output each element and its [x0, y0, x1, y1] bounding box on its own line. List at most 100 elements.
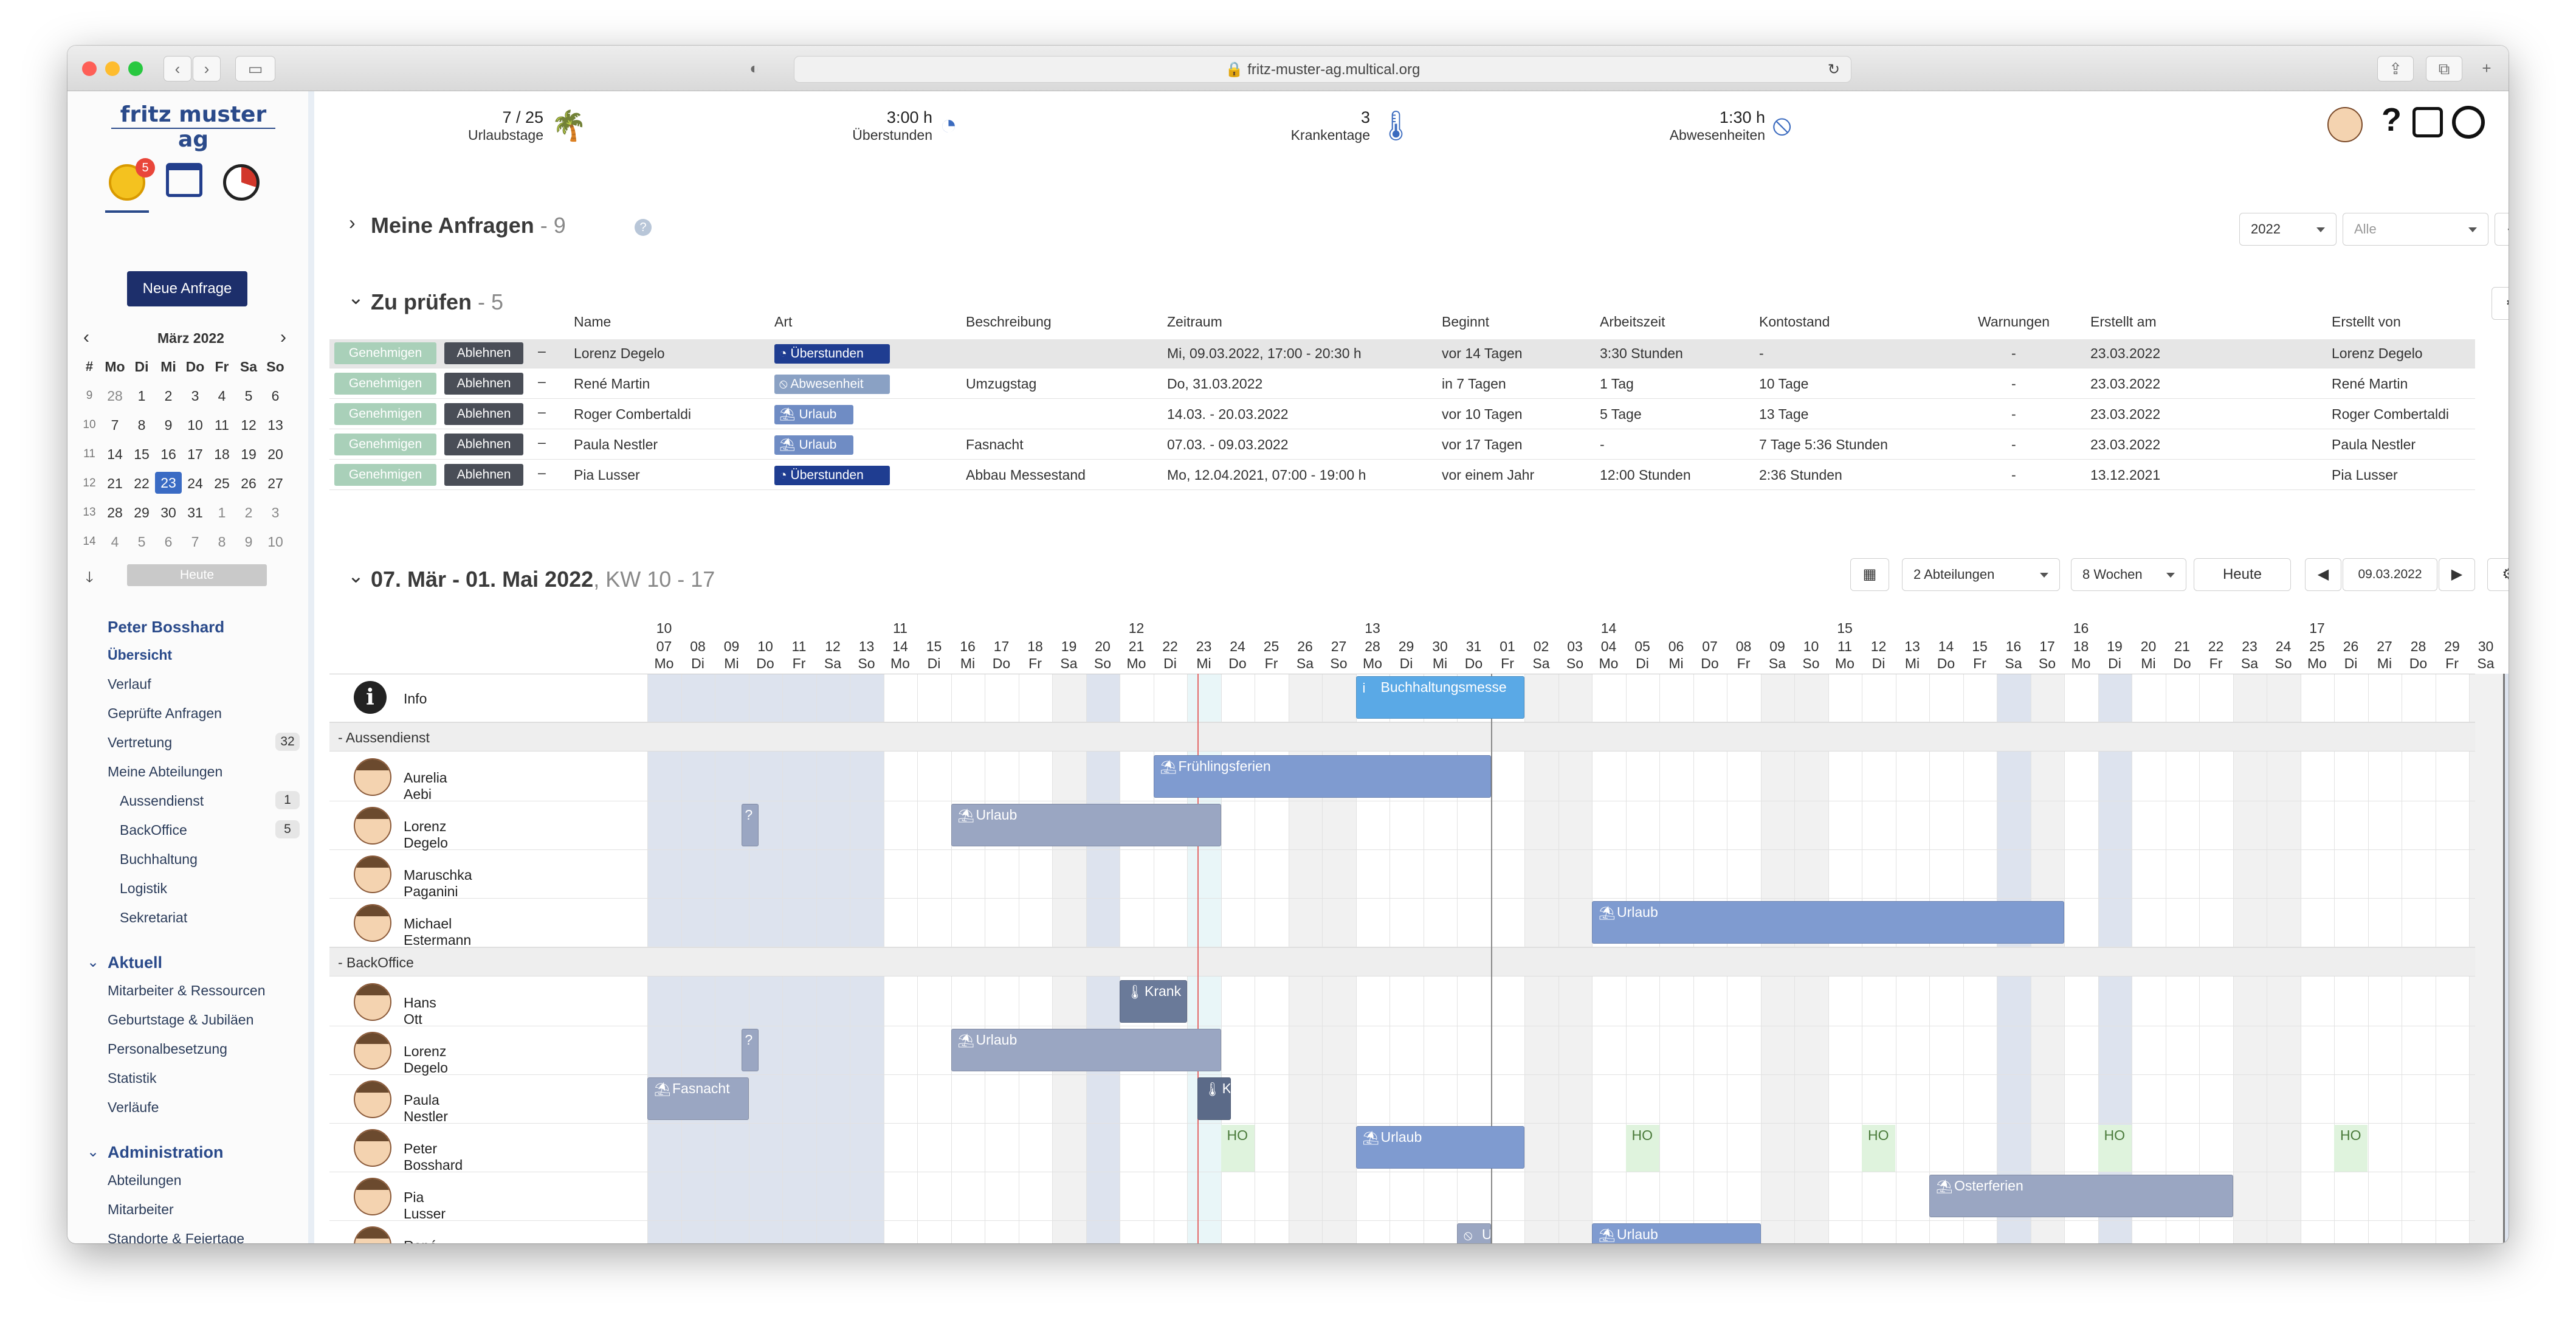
calendar-picker-icon[interactable]: ▦: [1850, 558, 1889, 591]
sidebar-item[interactable]: Mitarbeiter & Ressourcen: [108, 983, 266, 998]
help-circle-icon[interactable]: ?: [635, 219, 652, 236]
minimize-window-button[interactable]: [105, 61, 120, 76]
approve-button[interactable]: Genehmigen: [334, 434, 436, 455]
sidebar-subitem[interactable]: Buchhaltung: [120, 851, 198, 867]
planner-settings-button[interactable]: ⚙▾: [2487, 558, 2509, 591]
sidebar-item[interactable]: Meine Abteilungen: [108, 764, 223, 779]
person-name[interactable]: Aurelia Aebi: [404, 770, 447, 802]
new-tab-icon[interactable]: +: [2482, 59, 2492, 77]
sidebar-item[interactable]: Verläufe: [108, 1099, 159, 1115]
approve-button[interactable]: Genehmigen: [334, 342, 436, 364]
to-review-heading[interactable]: Zu prüfen - 5: [371, 289, 504, 314]
person-name[interactable]: Hans Ott: [404, 995, 436, 1027]
calendar-day[interactable]: 29: [134, 505, 150, 520]
weeks-select[interactable]: 8 Wochen: [2071, 558, 2186, 591]
table-row[interactable]: Genehmigen Ablehnen – Paula Nestler ⛱ Urlaub…: [329, 430, 2475, 460]
sidebar-item[interactable]: Übersicht: [108, 647, 173, 663]
address-bar[interactable]: 🔒 fritz-muster-ag.multical.org ↻: [794, 56, 1851, 83]
expand-row-icon[interactable]: –: [538, 465, 546, 480]
sidebar-item[interactable]: Geprüfte Anfragen: [108, 705, 222, 721]
calendar-day[interactable]: 3: [191, 388, 199, 404]
approve-button[interactable]: Genehmigen: [334, 464, 436, 486]
share-icon[interactable]: ⇪: [2377, 56, 2414, 81]
calendar-day[interactable]: 7: [191, 534, 199, 550]
administration-heading[interactable]: Administration: [108, 1143, 224, 1161]
person-name[interactable]: Lorenz Degelo: [404, 1043, 448, 1076]
calendar-day[interactable]: 9: [244, 534, 253, 550]
person-name[interactable]: Peter Bosshard: [404, 1141, 463, 1173]
calendar-day[interactable]: 2: [164, 388, 173, 404]
planner-date-field[interactable]: 09.03.2022: [2343, 558, 2437, 591]
calendar-day[interactable]: 8: [137, 417, 146, 433]
group-header-row[interactable]: - BackOffice: [329, 947, 2475, 976]
table-row[interactable]: Genehmigen Ablehnen – René Martin ⦸ Abwesenh…: [329, 370, 2475, 399]
close-window-button[interactable]: [82, 61, 97, 76]
sidebar-subitem[interactable]: Sekretariat: [120, 910, 188, 925]
back-button[interactable]: ‹: [164, 56, 191, 81]
my-requests-heading[interactable]: Meine Anfragen - 9: [371, 213, 566, 238]
year-select[interactable]: 2022: [2239, 213, 2337, 246]
calendar-event[interactable]: ⛱ Urlaub: [1592, 901, 2064, 944]
calendar-prev-icon[interactable]: ‹: [83, 327, 89, 347]
calendar-day[interactable]: 10: [267, 534, 283, 550]
group-header-row[interactable]: - Aussendienst: [329, 722, 2475, 752]
calendar-day[interactable]: 8: [218, 534, 226, 550]
person-name[interactable]: René Martin: [404, 1238, 443, 1243]
approve-button[interactable]: Genehmigen: [334, 373, 436, 395]
calendar-day[interactable]: 1: [218, 505, 226, 520]
calendar-day[interactable]: 19: [241, 446, 257, 462]
calendar-event[interactable]: ⛱ Urlaub: [951, 804, 1221, 846]
person-name[interactable]: Lorenz Degelo: [404, 818, 448, 851]
table-row[interactable]: Genehmigen Ablehnen – Pia Lusser ◔ Überstund…: [329, 461, 2475, 490]
reject-button[interactable]: Ablehnen: [444, 342, 523, 364]
calendar-day[interactable]: 17: [187, 446, 203, 462]
table-row[interactable]: Genehmigen Ablehnen – Roger Combertaldi ⛱ Ur…: [329, 400, 2475, 429]
calendar-day[interactable]: 16: [160, 446, 176, 462]
expand-row-icon[interactable]: –: [538, 404, 546, 420]
calendar-day[interactable]: 11: [215, 417, 229, 433]
calendar-day[interactable]: 9: [164, 417, 173, 433]
add-request-button[interactable]: +: [2495, 213, 2509, 246]
reload-icon[interactable]: ↻: [1827, 61, 1840, 78]
privacy-shield-icon[interactable]: ◐: [749, 59, 759, 77]
calendar-day[interactable]: 30: [160, 505, 176, 520]
calendar-event[interactable]: ⛱ Osterferien: [1929, 1175, 2233, 1217]
calendar-event[interactable]: ⛱ Urlaub: [951, 1029, 1221, 1071]
sidebar-item[interactable]: Standorte & Feiertage: [108, 1231, 245, 1243]
calendar-day[interactable]: 10: [187, 417, 203, 433]
calendar-day[interactable]: 4: [111, 534, 119, 550]
calendar-day[interactable]: 22: [134, 475, 150, 491]
sidebar-item[interactable]: Abteilungen: [108, 1172, 182, 1188]
calendar-day[interactable]: 14: [107, 446, 123, 462]
sidebar-toggle-icon[interactable]: ▭: [235, 56, 275, 81]
person-name[interactable]: Paula Nestler: [404, 1092, 448, 1124]
sidebar-subitem[interactable]: BackOffice: [120, 822, 187, 838]
sidebar-item[interactable]: Statistik: [108, 1070, 157, 1086]
calendar-event[interactable]: 🌡 Krank: [1120, 980, 1187, 1023]
sidebar-item[interactable]: Personalbesetzung: [108, 1041, 227, 1057]
calendar-day[interactable]: 5: [244, 388, 253, 404]
person-name[interactable]: Pia Lusser: [404, 1189, 446, 1222]
settings-gear-button[interactable]: ⚙▾: [2492, 287, 2509, 320]
expand-row-icon[interactable]: –: [538, 343, 546, 359]
chevron-down-icon[interactable]: ⌄: [87, 954, 100, 970]
calendar-day[interactable]: 3: [271, 505, 280, 520]
calendar-day[interactable]: 24: [187, 475, 203, 491]
calendar-day[interactable]: 6: [271, 388, 280, 404]
calendar-event[interactable]: ?: [742, 1029, 759, 1071]
help-icon[interactable]: ?: [2381, 102, 2402, 138]
power-icon[interactable]: [2452, 106, 2485, 139]
calendar-day[interactable]: 26: [241, 475, 257, 491]
calendar-day[interactable]: 31: [187, 505, 203, 520]
calendar-icon[interactable]: [166, 163, 202, 197]
new-request-button[interactable]: Neue Anfrage: [127, 271, 247, 306]
aktuell-heading[interactable]: Aktuell: [108, 953, 163, 972]
calendar-day[interactable]: 28: [107, 505, 123, 520]
sidebar-item[interactable]: Verlauf: [108, 676, 151, 692]
reject-button[interactable]: Ablehnen: [444, 464, 523, 486]
reject-button[interactable]: Ablehnen: [444, 373, 523, 395]
calendar-event[interactable]: ⦸U: [1457, 1223, 1491, 1243]
calendar-day[interactable]: 25: [214, 475, 230, 491]
calendar-expand-icon[interactable]: 🡓: [86, 569, 94, 586]
sidebar-item[interactable]: Geburtstage & Jubiläen: [108, 1012, 254, 1028]
